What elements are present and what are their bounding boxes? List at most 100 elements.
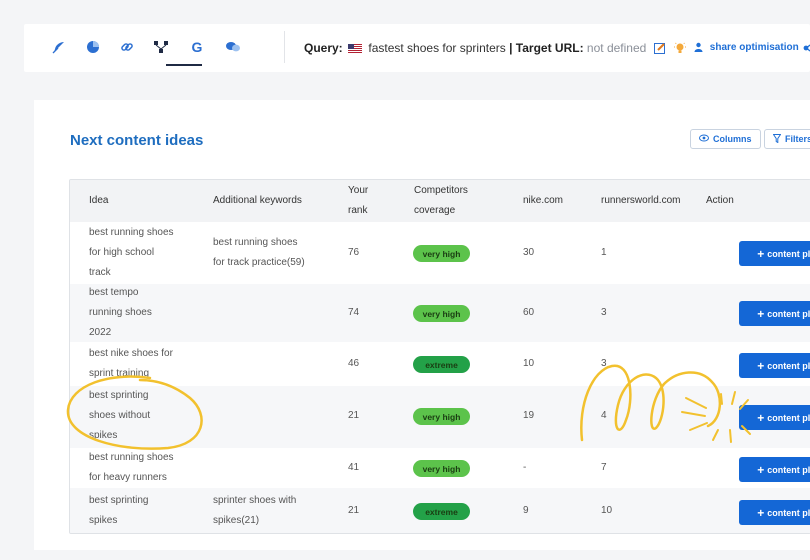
idea-cell: best running shoes for heavy runners xyxy=(89,448,174,488)
idea-line: 2022 xyxy=(89,327,112,338)
idea-cell: best nike shoes for sprint training xyxy=(89,344,173,384)
plus-icon: + xyxy=(757,410,765,425)
idea-line: best running shoes xyxy=(89,452,174,463)
coverage-badge: very high xyxy=(413,305,470,322)
columns-label: Columns xyxy=(713,134,752,144)
keyword-line: spikes(21) xyxy=(213,515,260,526)
query-label: Query: xyxy=(304,41,343,55)
idea-line: sprint training xyxy=(89,368,150,379)
lightbulb-icon[interactable] xyxy=(673,42,687,57)
header-action: Action xyxy=(706,195,734,206)
coverage-badge: extreme xyxy=(413,356,470,373)
filter-icon xyxy=(772,133,782,145)
idea-line: best running shoes xyxy=(89,227,174,238)
idea-line: shoes without xyxy=(89,410,151,421)
header-nike[interactable]: nike.com xyxy=(523,195,564,206)
edit-icon[interactable] xyxy=(653,42,666,57)
nike-cell: 19 xyxy=(523,410,535,421)
runnersworld-cell: 4 xyxy=(601,410,607,421)
idea-line: best sprinting xyxy=(89,495,149,506)
google-icon[interactable]: G xyxy=(191,39,203,55)
nike-cell: 10 xyxy=(523,358,535,369)
table-header: Idea Additional keywords Your rank Compe… xyxy=(70,180,810,222)
rank-cell: 74 xyxy=(348,307,360,318)
idea-line: best tempo xyxy=(89,287,139,298)
table-row: best running shoes for high school track… xyxy=(70,222,810,284)
top-toolbar: G Query: fastest shoes for sprinters | T… xyxy=(24,24,810,72)
content-plan-label: content plan xyxy=(767,412,810,423)
keywords-cell: best running shoes for track practice(59… xyxy=(213,233,305,273)
active-tab-indicator xyxy=(166,64,202,66)
keyword-line: best running shoes xyxy=(213,237,298,248)
header-idea[interactable]: Idea xyxy=(89,195,109,206)
content-plan-button[interactable]: +content plan xyxy=(739,500,810,525)
rank-cell: 76 xyxy=(348,247,360,258)
share-optimisation-link[interactable]: share optimisation xyxy=(694,42,799,55)
content-plan-button[interactable]: +content plan xyxy=(739,457,810,482)
header-coverage-line2: coverage xyxy=(414,205,456,216)
keywords-cell: sprinter shoes with spikes(21) xyxy=(213,491,296,531)
target-url-label: | Target URL: xyxy=(509,41,584,55)
idea-line: running shoes xyxy=(89,307,152,318)
target-url-value: not defined xyxy=(586,41,647,55)
columns-button[interactable]: Columns xyxy=(690,129,761,149)
nike-cell: 9 xyxy=(523,505,529,516)
nike-cell: - xyxy=(523,462,527,473)
header-additional-keywords[interactable]: Additional keywords xyxy=(213,195,302,206)
idea-line: for heavy runners xyxy=(89,472,167,483)
rank-cell: 46 xyxy=(348,358,360,369)
share-icon[interactable] xyxy=(803,40,810,61)
idea-cell: best running shoes for high school track xyxy=(89,223,174,283)
runnersworld-cell: 3 xyxy=(601,358,607,369)
idea-cell: best tempo running shoes 2022 xyxy=(89,283,152,343)
header-coverage-line1: Competitors xyxy=(414,185,468,196)
idea-cell: best sprinting shoes without spikes xyxy=(89,386,150,446)
plus-icon: + xyxy=(757,462,765,477)
chat-icon[interactable] xyxy=(222,36,244,58)
content-plan-button[interactable]: +content plan xyxy=(739,353,810,378)
header-your-rank[interactable]: Your rank xyxy=(348,181,368,221)
content-plan-button[interactable]: +content plan xyxy=(739,301,810,326)
coverage-badge: very high xyxy=(413,408,470,425)
table-row: best nike shoes for sprint training 46 e… xyxy=(70,342,810,386)
nike-cell: 30 xyxy=(523,247,535,258)
feather-icon[interactable] xyxy=(48,36,70,58)
link-icon[interactable] xyxy=(116,36,138,58)
idea-line: spikes xyxy=(89,515,118,526)
panel-title: Next content ideas xyxy=(70,132,204,149)
table-row: best tempo running shoes 2022 74 very hi… xyxy=(70,284,810,342)
content-plan-label: content plan xyxy=(767,507,810,518)
network-icon[interactable] xyxy=(150,36,172,58)
filters-button[interactable]: Filters xyxy=(764,129,810,149)
idea-line: track xyxy=(89,267,111,278)
rank-cell: 21 xyxy=(348,410,360,421)
table-row: best running shoes for heavy runners 41 … xyxy=(70,448,810,488)
header-competitors-coverage[interactable]: Competitors coverage xyxy=(414,181,468,221)
us-flag-icon xyxy=(348,44,363,53)
query-value: fastest shoes for sprinters xyxy=(368,41,506,55)
plus-icon: + xyxy=(757,505,765,520)
plus-icon: + xyxy=(757,246,765,261)
content-ideas-panel: Next content ideas Columns Filters Idea … xyxy=(34,100,810,550)
runnersworld-cell: 7 xyxy=(601,462,607,473)
idea-line: spikes xyxy=(89,430,118,441)
filters-label: Filters xyxy=(785,134,810,144)
plus-icon: + xyxy=(757,358,765,373)
pie-chart-icon[interactable] xyxy=(82,36,104,58)
eye-icon xyxy=(699,134,709,144)
header-runnersworld[interactable]: runnersworld.com xyxy=(601,195,681,206)
keyword-line: for track practice(59) xyxy=(213,257,305,268)
idea-cell: best sprinting spikes xyxy=(89,491,148,531)
content-plan-button[interactable]: +content plan xyxy=(739,405,810,430)
nike-cell: 60 xyxy=(523,307,535,318)
query-info: Query: fastest shoes for sprinters | Tar… xyxy=(304,41,687,57)
keyword-line: sprinter shoes with xyxy=(213,495,297,506)
rank-cell: 41 xyxy=(348,462,360,473)
table-row: best sprinting spikes sprinter shoes wit… xyxy=(70,488,810,533)
idea-line: best nike shoes for xyxy=(89,348,173,359)
idea-line: best sprinting xyxy=(89,390,149,401)
header-your-rank-line1: Your xyxy=(348,185,369,196)
user-icon xyxy=(694,42,703,55)
content-plan-button[interactable]: +content plan xyxy=(739,241,810,266)
header-your-rank-line2: rank xyxy=(348,205,368,216)
